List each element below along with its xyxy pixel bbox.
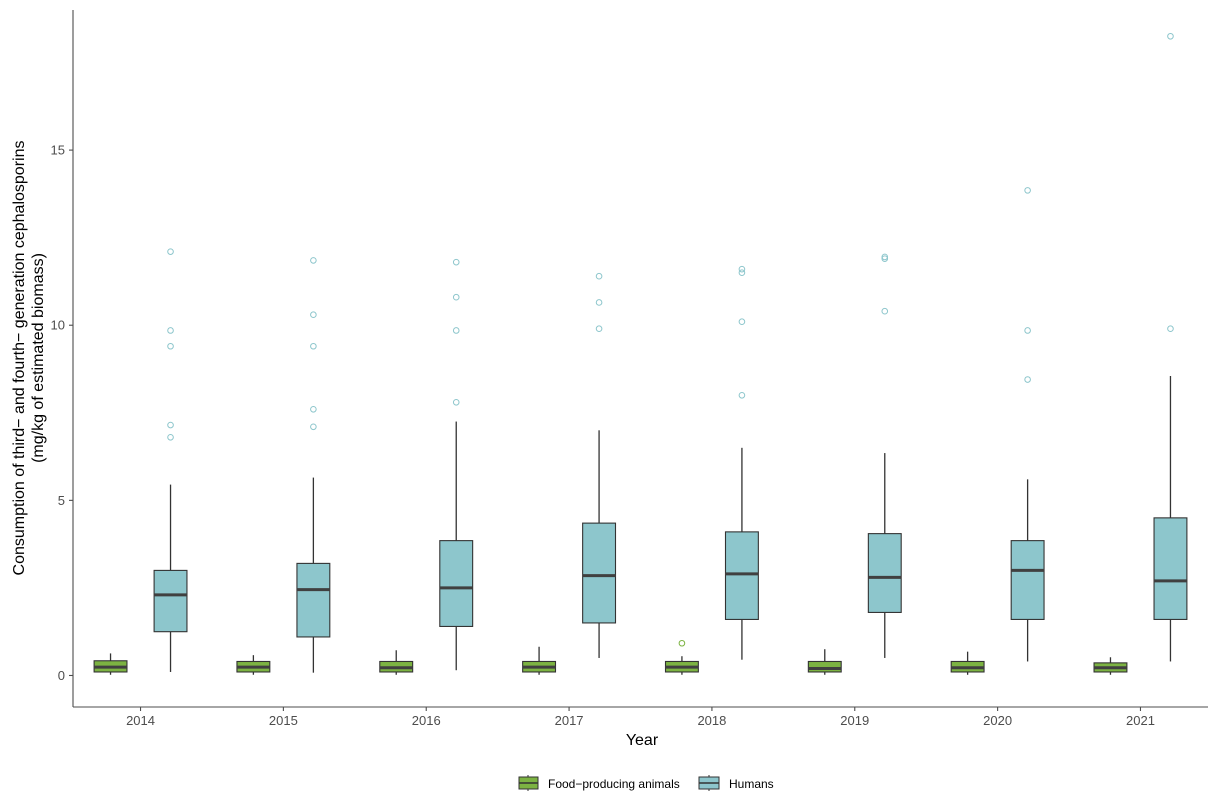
box-iqr xyxy=(582,522,617,624)
outlier-point xyxy=(310,423,317,431)
outlier-point xyxy=(452,293,460,301)
box-food-producing-animals-2021 xyxy=(1093,657,1128,675)
box-iqr xyxy=(1010,540,1045,620)
outlier-point xyxy=(1024,327,1031,334)
outlier-point xyxy=(881,253,889,261)
plot-area xyxy=(93,32,1188,675)
box-food-producing-animals-2014 xyxy=(93,653,128,675)
outlier-point xyxy=(1024,187,1031,194)
outlier-point xyxy=(678,639,686,647)
outlier-point xyxy=(452,327,460,334)
box-humans-2015 xyxy=(296,257,331,673)
outlier-point xyxy=(595,299,603,306)
legend-key-humans xyxy=(698,775,720,791)
outlier-point xyxy=(881,255,889,262)
x-tick-label: 2017 xyxy=(555,713,584,728)
box-food-producing-animals-2017 xyxy=(522,646,557,675)
box-iqr xyxy=(296,562,331,638)
outlier-point xyxy=(881,307,889,315)
outlier-point xyxy=(1024,376,1031,383)
y-tick-label: 15 xyxy=(51,143,65,158)
outlier-point xyxy=(310,257,317,264)
outlier-point xyxy=(310,405,317,413)
box-iqr xyxy=(807,660,842,673)
y-axis-title-line2: (mg/kg of estimated biomass) xyxy=(30,253,47,463)
box-food-producing-animals-2018 xyxy=(664,639,699,675)
outlier-point xyxy=(595,272,603,280)
outlier-point xyxy=(738,318,746,326)
box-humans-2016 xyxy=(439,258,474,671)
outlier-point xyxy=(1167,325,1174,333)
y-tick-label: 0 xyxy=(58,668,65,683)
x-tick-label: 2015 xyxy=(269,713,298,728)
outlier-point xyxy=(738,391,746,399)
legend-key-food-producing-animals xyxy=(518,775,539,791)
y-axis-ticks: 0 5 10 15 xyxy=(51,143,73,683)
outlier-point xyxy=(595,325,603,333)
box-food-producing-animals-2019 xyxy=(807,649,842,675)
box-iqr xyxy=(724,531,759,620)
outlier-point xyxy=(452,398,460,406)
x-axis-title: Year xyxy=(626,732,659,749)
box-humans-2021 xyxy=(1153,32,1188,662)
outlier-point xyxy=(167,248,174,255)
y-tick-label: 5 xyxy=(58,493,65,508)
box-humans-2019 xyxy=(867,253,902,658)
y-tick-label: 10 xyxy=(51,318,65,333)
outlier-point xyxy=(167,421,174,429)
x-tick-label: 2014 xyxy=(126,713,155,728)
x-tick-label: 2021 xyxy=(1126,713,1155,728)
box-food-producing-animals-2020 xyxy=(950,651,985,675)
outlier-point xyxy=(167,434,174,441)
y-axis-title-line1: Consumption of third− and fourth− genera… xyxy=(11,141,28,576)
outlier-point xyxy=(1167,32,1174,40)
legend: Food−producing animals Humans xyxy=(518,775,774,791)
outlier-point xyxy=(738,269,746,276)
x-tick-label: 2019 xyxy=(840,713,869,728)
box-humans-2018 xyxy=(724,265,759,660)
outlier-point xyxy=(738,265,746,273)
x-tick-label: 2020 xyxy=(983,713,1012,728)
legend-label-food-producing-animals: Food−producing animals xyxy=(548,777,680,791)
box-humans-2020 xyxy=(1010,187,1045,662)
outlier-point xyxy=(167,327,174,334)
box-food-producing-animals-2016 xyxy=(379,650,414,675)
x-axis-ticks: 2014 2015 2016 2017 2018 2019 2020 2021 xyxy=(126,707,1155,728)
box-iqr xyxy=(439,540,474,627)
box-humans-2014 xyxy=(153,248,188,672)
box-iqr xyxy=(1153,517,1188,620)
legend-label-humans: Humans xyxy=(729,777,774,791)
outlier-point xyxy=(167,342,174,350)
outlier-point xyxy=(310,342,317,350)
outlier-point xyxy=(452,258,460,266)
outlier-point xyxy=(310,311,317,319)
box-iqr xyxy=(867,533,902,613)
box-food-producing-animals-2015 xyxy=(236,655,271,675)
x-tick-label: 2018 xyxy=(697,713,726,728)
x-tick-label: 2016 xyxy=(412,713,441,728)
box-humans-2017 xyxy=(582,272,617,658)
box-iqr xyxy=(153,569,188,633)
